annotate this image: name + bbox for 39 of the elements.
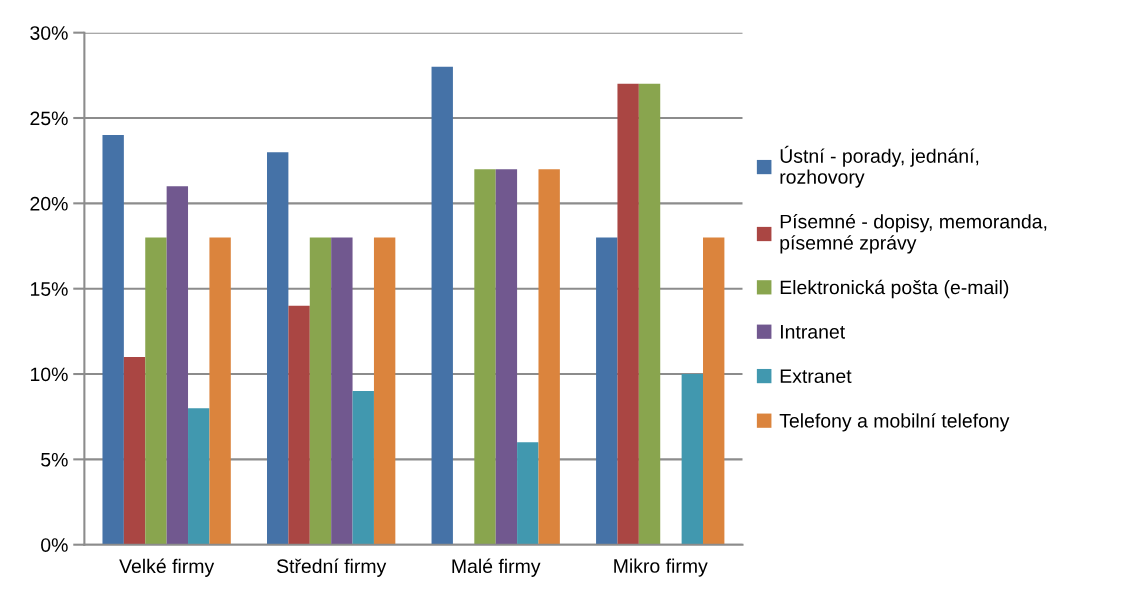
legend-label: Intranet <box>781 325 846 339</box>
y-tick-label: 15% <box>30 282 68 296</box>
bar <box>638 83 661 545</box>
y-tick-label: 20% <box>30 196 68 211</box>
bar <box>431 66 453 545</box>
x-tick-label: Malé firmy <box>452 558 541 577</box>
bar <box>288 305 310 545</box>
x-tick-label: Mikro firmy <box>614 558 708 577</box>
bar <box>373 237 396 545</box>
bar <box>474 169 496 545</box>
y-tick-label: 30% <box>30 26 68 40</box>
legend-label: Písemné - dopisy, memoranda, písemné zprávy <box>780 213 1047 254</box>
bar <box>495 169 518 545</box>
y-tick-label: 10% <box>30 367 68 382</box>
legend-label: Elektronická pošta (e-mail) <box>780 279 1009 299</box>
bar <box>123 356 146 545</box>
y-tick-label: 25% <box>30 111 68 126</box>
y-tick-label: 0% <box>41 538 68 552</box>
legend-label: Telefony a mobilní telefony <box>779 413 1010 432</box>
bar <box>267 152 289 545</box>
y-tick-label: 5% <box>41 452 68 467</box>
bar <box>188 408 210 545</box>
x-tick-label: Velké firmy <box>119 558 215 577</box>
bar <box>517 442 539 545</box>
bar <box>681 374 704 545</box>
bar <box>617 83 639 545</box>
bar <box>102 135 124 545</box>
bar <box>166 186 189 545</box>
legend-label: Ústní - porady, jednání, rozhovory <box>780 145 979 188</box>
bar <box>703 237 725 545</box>
bar <box>145 237 167 545</box>
bar <box>331 237 353 545</box>
bar <box>209 237 231 545</box>
bar <box>309 237 332 545</box>
legend-label: Extranet <box>780 369 852 384</box>
x-tick-label: Střední firmy <box>276 558 387 577</box>
bar <box>538 169 560 545</box>
bar <box>596 237 618 545</box>
bar <box>352 391 374 545</box>
